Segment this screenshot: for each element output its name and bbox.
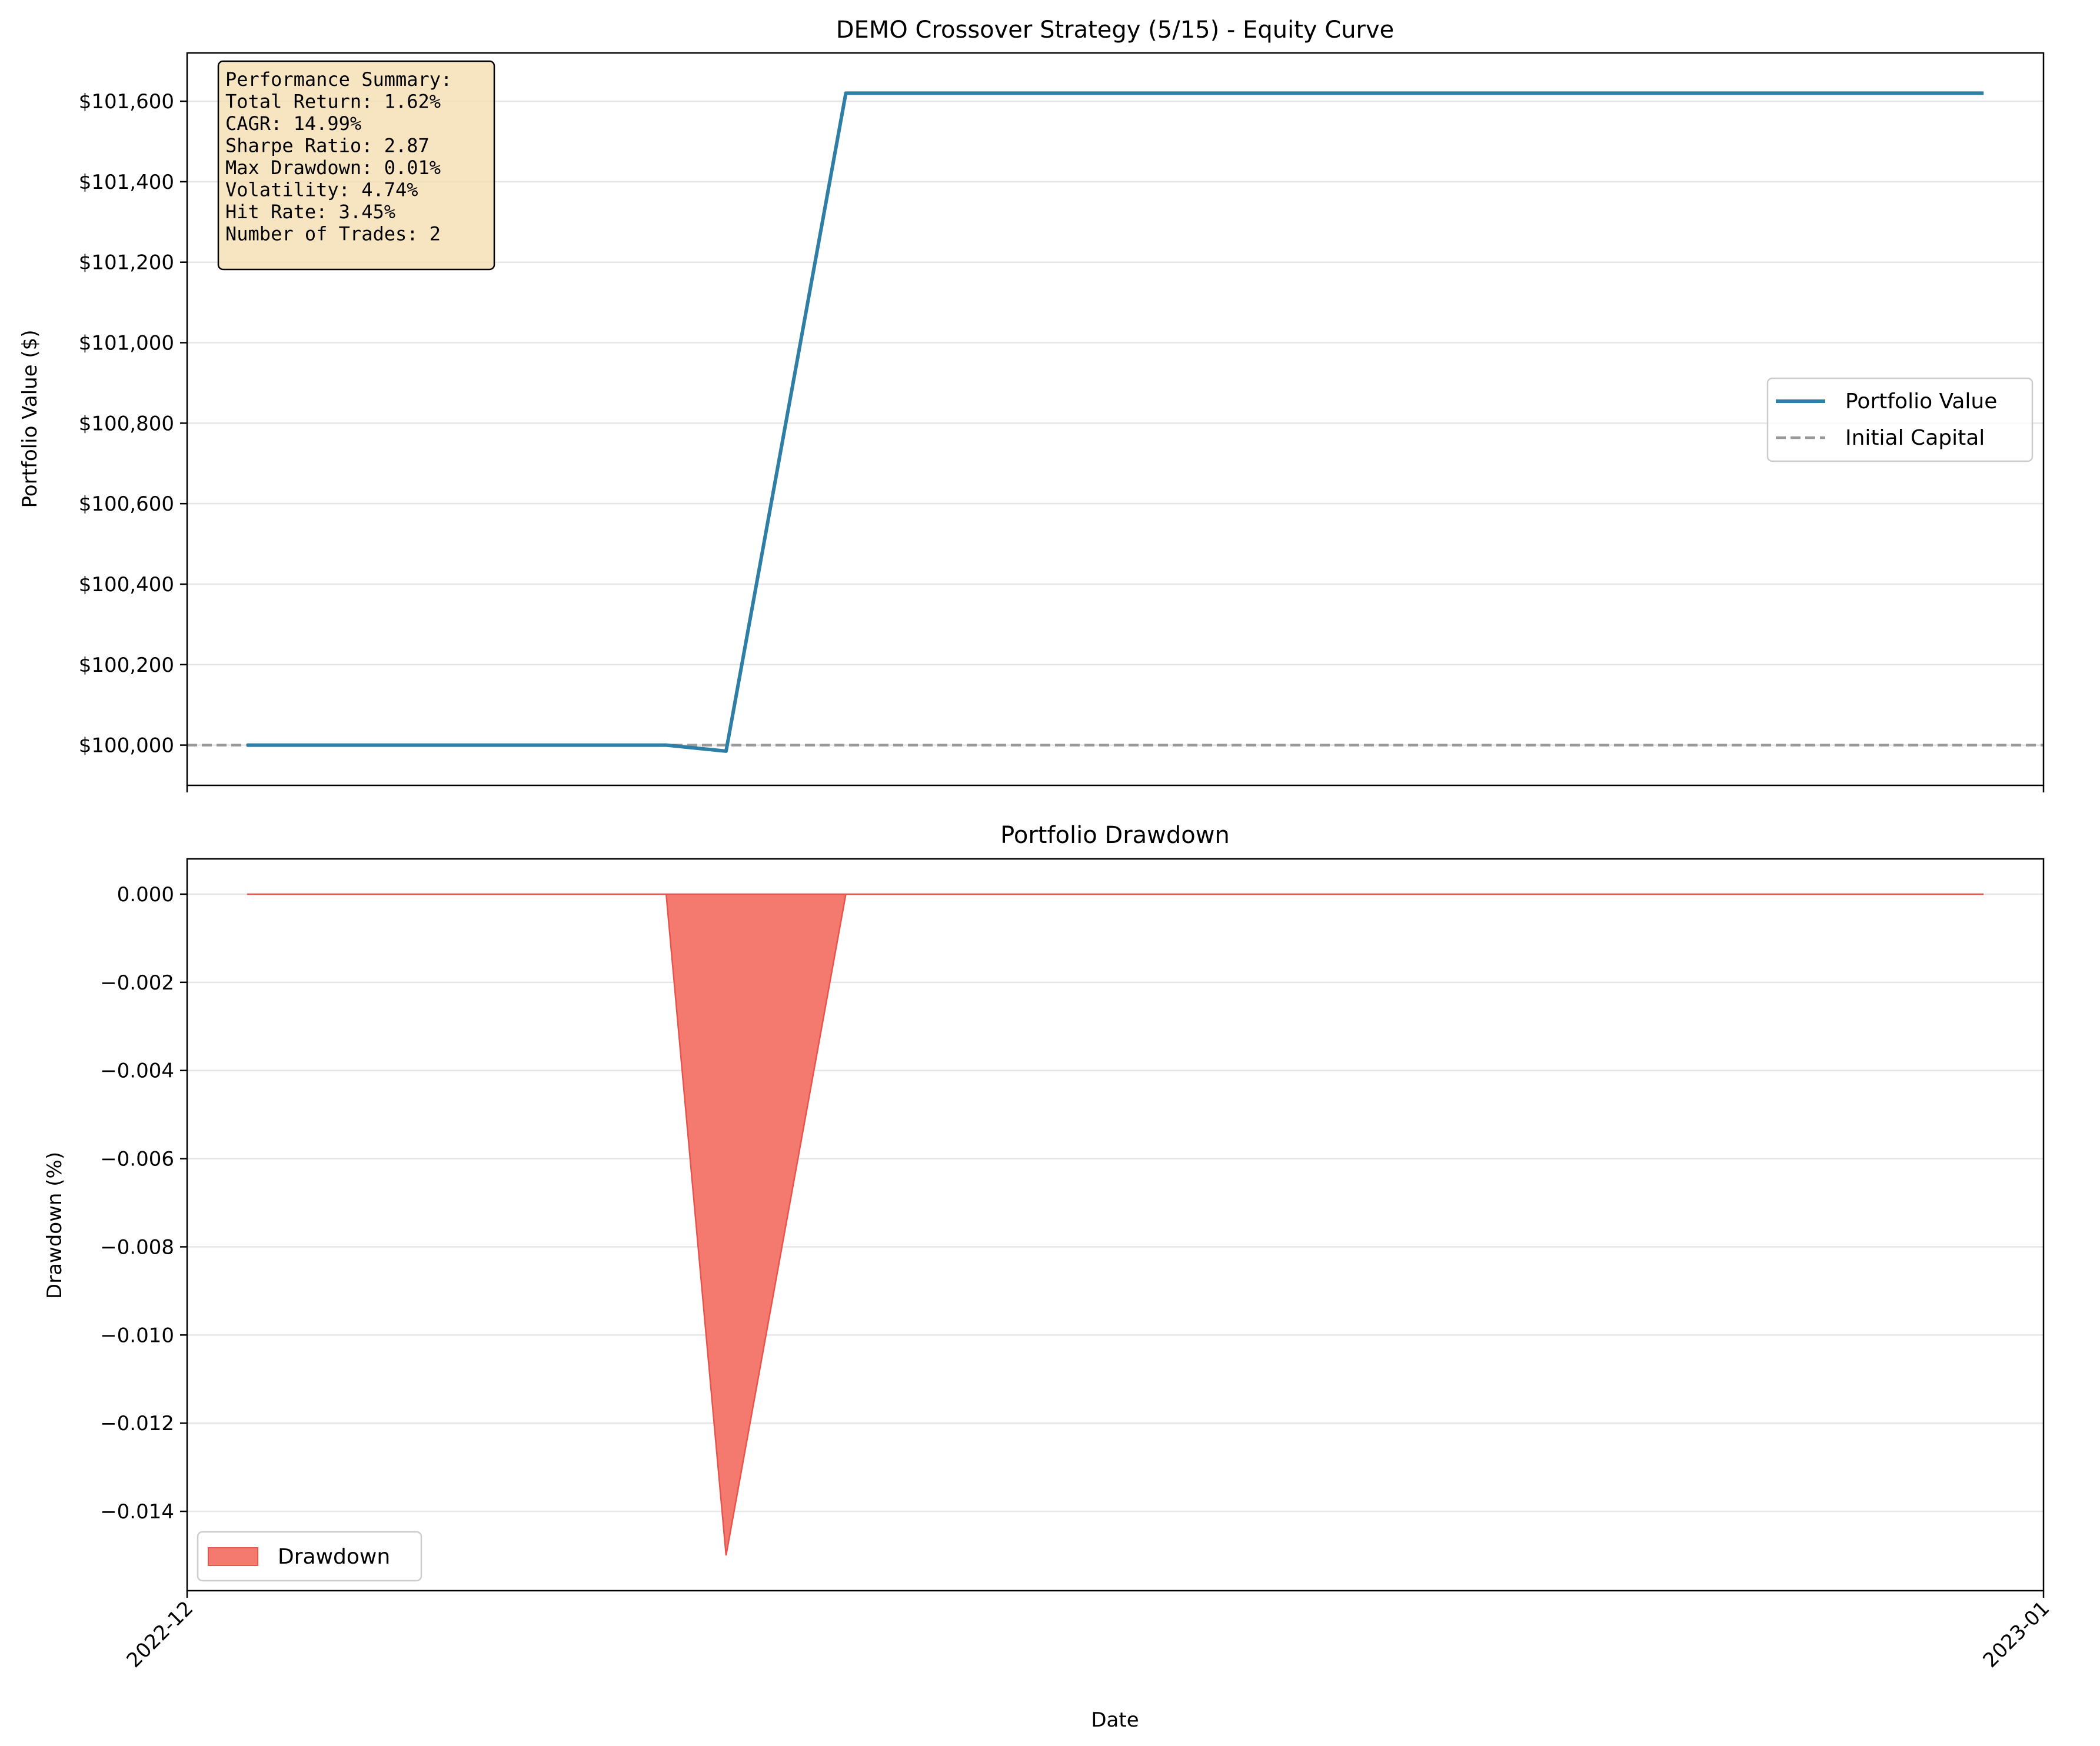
equity-x-ticks — [186, 785, 2045, 792]
summary-line: CAGR: 14.99% — [225, 112, 361, 135]
drawdown-legend: Drawdown — [197, 1531, 422, 1582]
equity-y-tick-label: $100,800 — [79, 412, 174, 435]
legend-swatch-drawdown — [208, 1547, 258, 1566]
equity-plot-frame — [186, 52, 2045, 787]
drawdown-plot-frame — [186, 858, 2045, 1592]
equity-curve-panel: DEMO Crossover Strategy (5/15) - Equity … — [18, 16, 2045, 792]
equity-legend: Portfolio Value Initial Capital — [1766, 377, 2034, 462]
equity-series — [187, 91, 2044, 753]
summary-line: Volatility: 4.74% — [225, 179, 418, 201]
performance-summary-text: Performance Summary:Total Return: 1.62%C… — [225, 68, 452, 245]
drawdown-y-tick-label: −0.004 — [100, 1059, 174, 1083]
equity-y-tick-label: $100,200 — [79, 654, 174, 677]
drawdown-y-tick-label: −0.010 — [100, 1324, 174, 1347]
equity-y-tick-label: $100,600 — [79, 492, 174, 516]
equity-y-tick-label: $100,000 — [79, 734, 174, 758]
drawdown-area — [247, 893, 1984, 1556]
equity-y-tick-label: $101,400 — [79, 171, 174, 194]
performance-summary-box: Performance Summary:Total Return: 1.62%C… — [217, 60, 495, 271]
legend-label-initial-capital: Initial Capital — [1845, 426, 1985, 450]
summary-line: Max Drawdown: 0.01% — [225, 156, 441, 179]
equity-y-axis-label: Portfolio Value ($) — [18, 329, 42, 508]
summary-line: Hit Rate: 3.45% — [225, 201, 395, 223]
equity-y-tick-label: $101,600 — [79, 90, 174, 114]
portfolio-value-line — [247, 91, 1984, 753]
drawdown-series — [247, 893, 1984, 1556]
summary-line: Performance Summary: — [225, 68, 452, 91]
equity-y-tick-label: $101,000 — [79, 332, 174, 355]
equity-y-tick-label: $101,200 — [79, 251, 174, 275]
equity-chart-title: DEMO Crossover Strategy (5/15) - Equity … — [836, 16, 1395, 44]
drawdown-y-tick-label: 0.000 — [117, 883, 174, 907]
legend-label-drawdown: Drawdown — [278, 1545, 390, 1569]
drawdown-y-tick-label: −0.012 — [100, 1412, 174, 1435]
summary-line: Total Return: 1.62% — [225, 91, 441, 113]
drawdown-y-tick-label: −0.008 — [100, 1235, 174, 1259]
summary-line: Sharpe Ratio: 2.87 — [225, 135, 430, 157]
equity-y-tick-label: $100,400 — [79, 573, 174, 597]
summary-line: Number of Trades: 2 — [225, 223, 441, 245]
equity-y-ticks: $100,000 $100,200 $100,400 $100,600 $100,800… — [79, 90, 187, 758]
equity-grid — [187, 100, 2044, 746]
x-axis-label: Date — [1091, 1708, 1139, 1732]
drawdown-y-tick-label: −0.006 — [100, 1148, 174, 1171]
drawdown-y-tick-label: −0.014 — [100, 1500, 174, 1524]
drawdown-y-ticks: 0.000 −0.002 −0.004 −0.006 −0.008 −0.010 −0.01… — [100, 883, 187, 1524]
drawdown-y-axis-label: Drawdown (%) — [43, 1152, 66, 1299]
legend-label-portfolio-value: Portfolio Value — [1845, 389, 1997, 414]
drawdown-y-tick-label: −0.002 — [100, 971, 174, 995]
drawdown-chart-title: Portfolio Drawdown — [1000, 822, 1230, 849]
